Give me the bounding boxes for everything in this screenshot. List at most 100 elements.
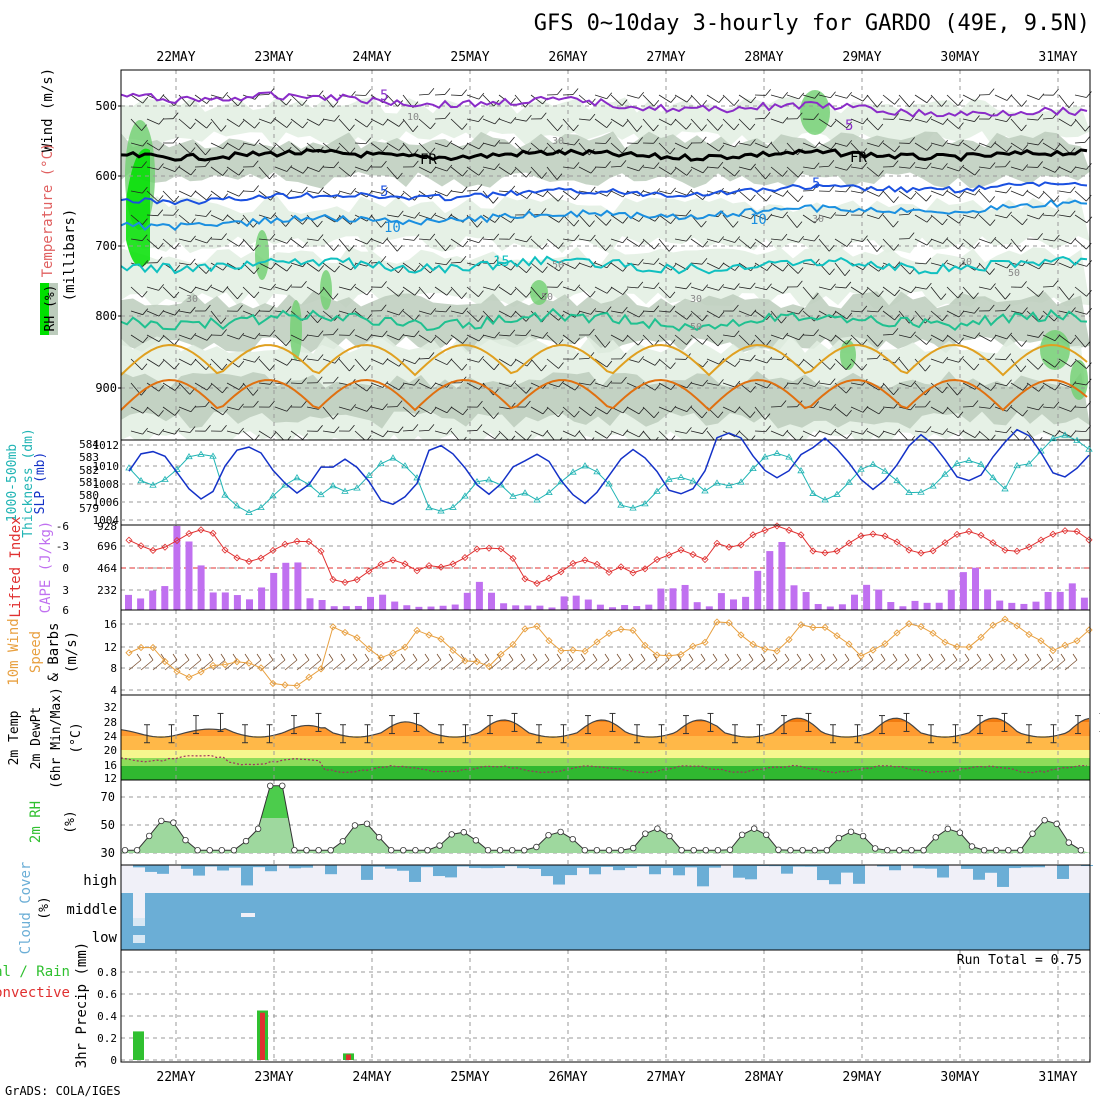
day-label-top: 30MAY bbox=[940, 50, 979, 65]
day-label-top: 31MAY bbox=[1038, 50, 1077, 65]
rh-axis-label: RH (%) bbox=[43, 285, 58, 332]
cape-bar bbox=[791, 585, 798, 610]
contour-label: 5 bbox=[380, 88, 388, 104]
cloud-high-bar bbox=[925, 865, 937, 869]
cape-bar bbox=[887, 602, 894, 610]
slp-frame bbox=[121, 440, 1090, 525]
rh2m-marker bbox=[207, 847, 213, 853]
cape-bar bbox=[766, 551, 773, 610]
temp-tick-label: 28 bbox=[104, 716, 117, 729]
chart-title: GFS 0~10day 3-hourly for GARDO (49E, 9.5… bbox=[534, 11, 1090, 36]
cape-bar bbox=[512, 605, 519, 610]
cape-bar bbox=[573, 596, 580, 610]
rh2m-marker bbox=[909, 847, 915, 853]
rh2m-marker bbox=[764, 832, 770, 838]
rh2m-marker bbox=[1054, 821, 1060, 827]
rh2m-marker bbox=[473, 838, 479, 844]
rh2m-marker bbox=[146, 833, 152, 839]
wind-axis-label: 10m Wind bbox=[6, 618, 22, 685]
wind-barb bbox=[435, 118, 445, 119]
cloud-gap bbox=[133, 918, 145, 926]
cape-bar bbox=[645, 605, 652, 610]
pressure-axis-label: (millibars) bbox=[62, 209, 78, 302]
cape-bar bbox=[561, 596, 568, 610]
cloud-high-bar bbox=[997, 865, 1009, 887]
day-label-top: 26MAY bbox=[548, 50, 587, 65]
rh2m-marker bbox=[993, 847, 999, 853]
rh2m-marker bbox=[1006, 847, 1012, 853]
cape-bar bbox=[258, 587, 265, 610]
rh2m-marker bbox=[364, 821, 370, 827]
cape-bar bbox=[597, 605, 604, 610]
cloud-middle-low bbox=[121, 893, 1090, 950]
contour-label: FR bbox=[850, 150, 867, 166]
cape-bar bbox=[912, 601, 919, 610]
dewpt-axis-label: 2m DewPt bbox=[29, 707, 44, 770]
wind-axis-label: & Barbs bbox=[46, 622, 62, 681]
rh2m-marker bbox=[582, 847, 588, 853]
precip-tick-label: 0 bbox=[110, 1054, 117, 1067]
cape-bar bbox=[234, 595, 241, 610]
wind-tick-label: 4 bbox=[110, 684, 117, 697]
rh2m-marker bbox=[267, 783, 273, 789]
rh2m-marker bbox=[255, 826, 261, 832]
lifted-tick-label: -3 bbox=[56, 540, 69, 553]
contour-label: 10 bbox=[407, 112, 419, 123]
temp-band bbox=[121, 758, 1090, 766]
rh2m-marker bbox=[885, 847, 891, 853]
cape-bar bbox=[307, 598, 314, 610]
wind-barb bbox=[835, 215, 846, 216]
rh2m-marker bbox=[425, 847, 431, 853]
day-label-bottom: 30MAY bbox=[940, 1070, 979, 1085]
precip-convective-bar bbox=[260, 1013, 265, 1060]
rh2m-marker bbox=[328, 847, 334, 853]
rh2m-marker bbox=[558, 829, 564, 835]
rh2m-marker bbox=[546, 832, 552, 838]
cape-bar bbox=[186, 541, 193, 610]
rh2m-marker bbox=[1066, 840, 1072, 846]
contour-label: 50 bbox=[1008, 268, 1020, 279]
wind-barb bbox=[131, 167, 142, 168]
cape-bar bbox=[996, 601, 1003, 610]
contour-label: 5 bbox=[845, 118, 853, 134]
cape-tick-label: 696 bbox=[97, 540, 117, 553]
cape-bar bbox=[161, 586, 168, 610]
rh2m-marker bbox=[703, 847, 709, 853]
precip-tick-label: 0.8 bbox=[97, 966, 117, 979]
rh2m-tick-label: 30 bbox=[101, 846, 115, 860]
cape-bar bbox=[1069, 583, 1076, 610]
cape-bar bbox=[803, 592, 810, 610]
day-label-bottom: 27MAY bbox=[646, 1070, 685, 1085]
lifted-axis-label: Lifted Index bbox=[8, 516, 24, 617]
cape-bar bbox=[924, 603, 931, 610]
rh2m-marker bbox=[800, 847, 806, 853]
rh2m-marker bbox=[727, 847, 733, 853]
rh2m-marker bbox=[195, 847, 201, 853]
rh2m-axis-label: 2m RH bbox=[28, 801, 44, 843]
wind-axis-label: Speed bbox=[28, 631, 44, 673]
cloud-high-bar bbox=[817, 865, 829, 880]
cloud-gap bbox=[241, 913, 255, 917]
contour-label: 30 bbox=[186, 294, 198, 305]
cape-bar bbox=[222, 592, 229, 610]
cape-bar bbox=[718, 593, 725, 610]
cape-bar bbox=[488, 593, 495, 610]
rh2m-marker bbox=[655, 826, 661, 832]
wind-barb bbox=[963, 406, 973, 407]
grads-credit: GrADS: COLA/IGES bbox=[5, 1084, 121, 1098]
rh2m-unit-label: (%) bbox=[63, 810, 78, 833]
cape-bar bbox=[948, 590, 955, 610]
cloud-high-bar bbox=[829, 865, 841, 884]
cape-bar bbox=[633, 606, 640, 610]
cloud-high-bar bbox=[241, 865, 253, 885]
rh2m-marker bbox=[449, 832, 455, 838]
rh-moist-patch bbox=[290, 300, 302, 360]
cape-tick-label: 928 bbox=[97, 520, 117, 533]
cape-bar bbox=[210, 592, 217, 610]
cloud-high-bar bbox=[409, 865, 421, 882]
cloud-gap bbox=[133, 893, 145, 918]
day-label-bottom: 29MAY bbox=[842, 1070, 881, 1085]
wind-barb bbox=[467, 430, 477, 431]
